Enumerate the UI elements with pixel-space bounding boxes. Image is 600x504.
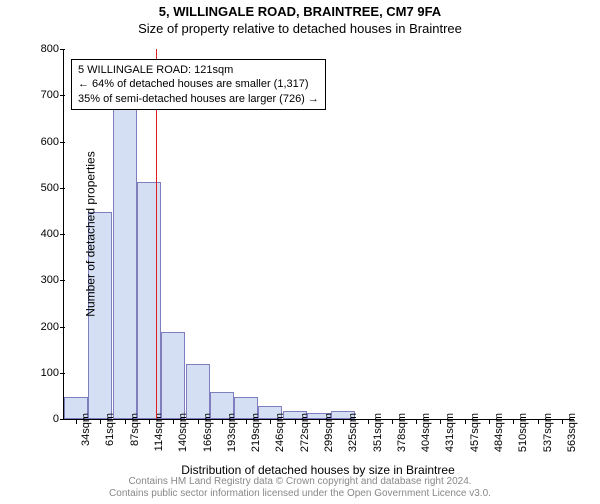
info-box-line: 35% of semi-detached houses are larger (… <box>78 92 319 106</box>
x-tick: 537sqm <box>542 413 554 452</box>
info-box-line: ← 64% of detached houses are smaller (1,… <box>78 77 319 91</box>
info-box-line: 5 WILLINGALE ROAD: 121sqm <box>78 63 319 77</box>
x-tick: 457sqm <box>469 413 481 452</box>
bar <box>137 182 161 419</box>
footer-line-1: Contains HM Land Registry data © Crown c… <box>0 476 600 488</box>
y-tick: 400 <box>29 228 59 240</box>
y-tick: 200 <box>29 321 59 333</box>
y-tick: 0 <box>29 413 59 425</box>
chart: 010020030040050060070080034sqm61sqm87sqm… <box>63 49 573 419</box>
bar <box>113 90 137 419</box>
x-tick: 378sqm <box>396 413 408 452</box>
page-title: 5, WILLINGALE ROAD, BRAINTREE, CM7 9FA <box>0 4 600 19</box>
bar <box>186 364 210 419</box>
y-axis-label: Number of detached properties <box>84 151 98 316</box>
x-tick: 325sqm <box>347 413 359 452</box>
x-tick: 431sqm <box>444 413 456 452</box>
y-tick: 800 <box>29 43 59 55</box>
y-tick: 300 <box>29 274 59 286</box>
y-tick: 500 <box>29 182 59 194</box>
y-tick: 600 <box>29 136 59 148</box>
footer-line-2: Contains public sector information licen… <box>0 488 600 500</box>
x-tick: 404sqm <box>420 413 432 452</box>
page-subtitle: Size of property relative to detached ho… <box>0 21 600 36</box>
footer: Contains HM Land Registry data © Crown c… <box>0 476 600 500</box>
x-tick: 351sqm <box>372 413 384 452</box>
y-tick: 100 <box>29 367 59 379</box>
x-axis-label: Distribution of detached houses by size … <box>63 463 573 477</box>
bar <box>161 332 185 419</box>
x-tick: 510sqm <box>517 413 529 452</box>
plot-area: 010020030040050060070080034sqm61sqm87sqm… <box>63 49 574 420</box>
x-tick: 484sqm <box>493 413 505 452</box>
x-tick: 563sqm <box>566 413 578 452</box>
info-box: 5 WILLINGALE ROAD: 121sqm← 64% of detach… <box>71 59 326 110</box>
y-tick: 700 <box>29 89 59 101</box>
